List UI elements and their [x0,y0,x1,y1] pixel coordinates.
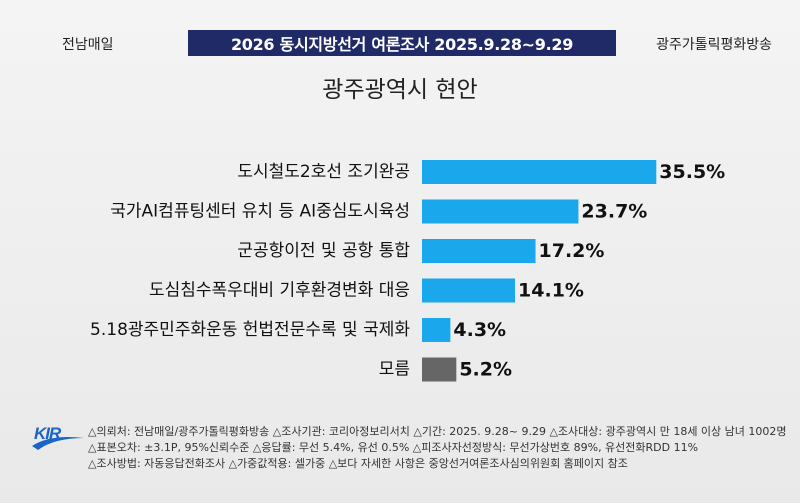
value-label: 14.1% [518,280,584,302]
bar [422,199,579,224]
category-label: 도심침수폭우대비 기후환경변화 대응 [149,281,410,301]
survey-banner: 2026 동시지방선거 여론조사 2025.9.28~9.29 [188,30,616,56]
bar [422,278,516,303]
category-label: 도시철도2호선 조기완공 [237,162,410,182]
bar [422,357,457,382]
bar [422,239,536,263]
category-label: 군공항이전 및 공항 통합 [237,241,410,261]
bar-chart: 도시철도2호선 조기완공 35.5% 국가AI컴퓨팅센터 유치 등 AI중심도시육성… [90,160,725,382]
bar [422,160,657,184]
category-label: 국가AI컴퓨팅센터 유치 등 AI중심도시육성 [110,202,410,222]
value-label: 23.7% [581,201,647,223]
bar [422,318,451,342]
value-label: 5.2% [459,359,512,381]
value-label: 35.5% [659,161,725,183]
left-source-label: 전남매일 [62,37,114,53]
category-label: 5.18광주민주화운동 헌법전문수록 및 국제화 [90,320,410,340]
value-label: 4.3% [453,319,506,341]
value-label: 17.2% [539,240,605,262]
category-label: 모름 [379,360,410,380]
footnote-line-3: △조사방법: 자동응답전화조사 △가중값적용: 셀가중 △보다 자세한 사항은 … [88,457,628,470]
kir-logo-swoosh [32,437,84,450]
footnote-line-2: △표본오차: ±3.1P, 95%신뢰수준 △응답률: 무선 5.4%, 유선 … [88,441,699,454]
right-source-label: 광주가톨릭평화방송 [656,37,772,53]
chart-title: 광주광역시 현안 [322,77,478,103]
footnote-line-1: △의뢰처: 전남매일/광주가톨릭평화방송 △조사기관: 코리아정보리서치 △기간… [88,425,787,438]
kir-logo: KIR [34,424,61,443]
survey-footnote: △의뢰처: 전남매일/광주가톨릭평화방송 △조사기관: 코리아정보리서치 △기간… [88,424,788,472]
